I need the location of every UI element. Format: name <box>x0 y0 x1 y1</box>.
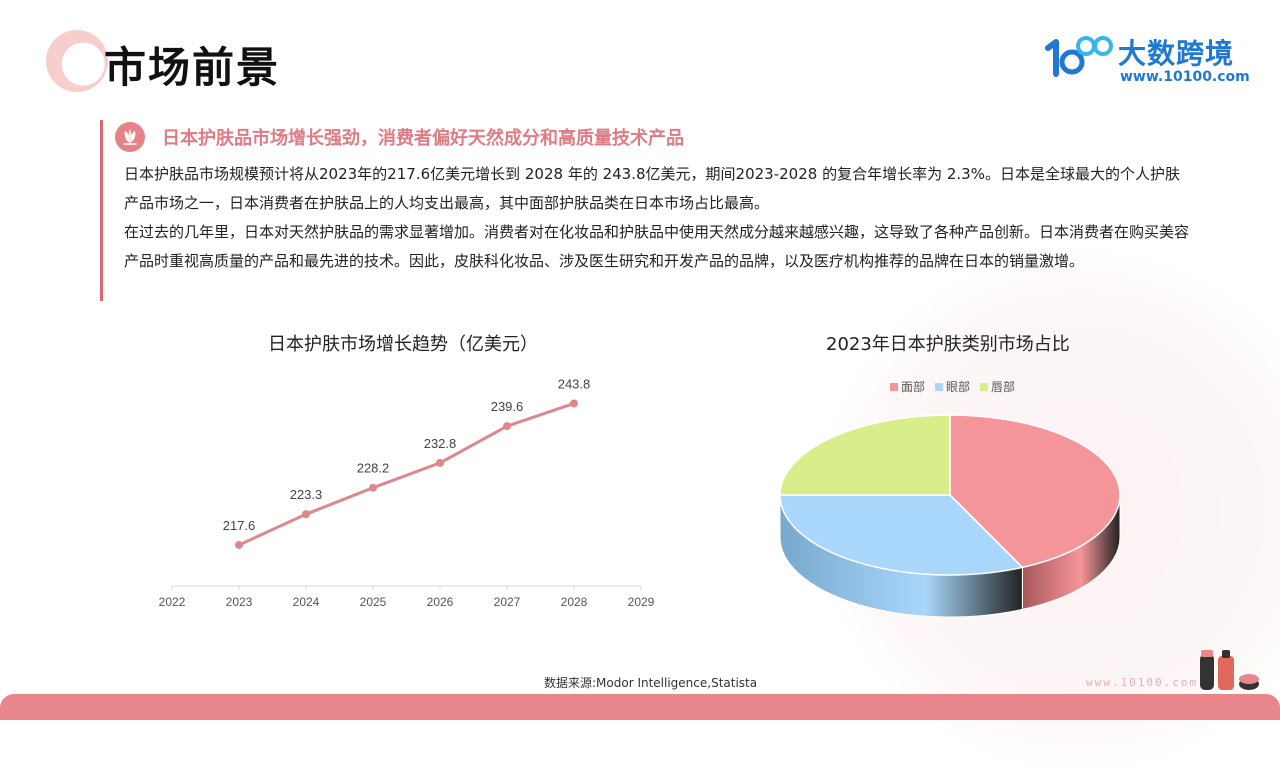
line-chart: 2022 2023 2024 2025 2026 2027 2028 2029 217.6 223… <box>159 376 655 609</box>
legend-label: 唇部 <box>991 380 1016 394</box>
footer-band <box>0 694 1280 720</box>
brand-logo[interactable]: 大数跨境 www.10100.com <box>1042 30 1252 90</box>
intro-paragraph: 日本护肤品市场规模预计将从2023年的217.6亿美元增长到 2028 年的 2… <box>124 165 1180 212</box>
title-ring-decoration <box>46 30 108 92</box>
page-title: 市场前景 <box>104 43 281 92</box>
pie-slice <box>949 414 1121 569</box>
data-source-note: 数据来源:Modor Intelligence,Statista <box>544 676 758 690</box>
data-label: 217.6 <box>223 518 256 533</box>
legend-swatch <box>890 382 898 391</box>
x-tick-label: 2022 <box>159 595 186 609</box>
watermark: www.10100.com <box>1086 676 1199 689</box>
data-point <box>436 458 444 467</box>
legend-item-eye[interactable]: 眼部 <box>935 378 970 395</box>
pie-chart-title: 2023年日本护肤类别市场占比 <box>826 334 1070 355</box>
intro-paragraph: 在过去的几年里，日本对天然护肤品的需求显著增加。消费者对在化妆品和护肤品中使用天… <box>124 223 1190 270</box>
x-tick-label: 2024 <box>293 595 320 609</box>
data-point <box>369 483 377 492</box>
legend-item-face[interactable]: 面部 <box>890 378 925 395</box>
cosmetics-decoration-icon <box>1200 650 1259 690</box>
series-line <box>237 401 576 547</box>
legend-swatch <box>935 382 944 391</box>
logo-url[interactable]: www.10100.com <box>1120 69 1250 85</box>
intro-heading: 日本护肤品市场增长强劲，消费者偏好天然成分和高质量技术产品 <box>162 128 684 149</box>
data-label: 239.6 <box>491 399 524 414</box>
data-point <box>503 422 511 431</box>
data-point <box>570 399 578 408</box>
x-tick-label: 2029 <box>628 595 655 609</box>
lotus-icon <box>115 122 145 152</box>
pie-legend: 面部 眼部 唇部 <box>890 378 1015 395</box>
legend-label: 眼部 <box>946 380 971 394</box>
data-label: 228.2 <box>357 461 390 476</box>
x-tick-label: 2027 <box>494 595 521 609</box>
data-label: 243.8 <box>558 376 591 391</box>
legend-item-lip[interactable]: 唇部 <box>980 378 1015 395</box>
legend-label: 面部 <box>901 380 926 394</box>
intro-body: 日本护肤品市场规模预计将从2023年的217.6亿美元增长到 2028 年的 2… <box>124 160 1194 276</box>
line-chart-title: 日本护肤市场增长趋势（亿美元） <box>268 334 538 355</box>
data-point <box>302 510 310 519</box>
data-label: 223.3 <box>290 487 323 502</box>
x-tick-label: 2028 <box>561 595 588 609</box>
pie-slice <box>779 494 1024 576</box>
logo-name: 大数跨境 <box>1118 37 1235 70</box>
logo-mark-icon <box>1045 36 1113 77</box>
legend-swatch <box>980 382 989 391</box>
data-point <box>235 540 243 549</box>
pie-slice <box>779 414 951 496</box>
x-tick-label: 2026 <box>427 595 454 609</box>
data-label: 232.8 <box>424 436 457 451</box>
x-tick-label: 2025 <box>360 595 387 609</box>
intro-accent-bar <box>100 120 103 301</box>
x-tick-label: 2023 <box>226 595 253 609</box>
pie-chart <box>779 414 1121 618</box>
